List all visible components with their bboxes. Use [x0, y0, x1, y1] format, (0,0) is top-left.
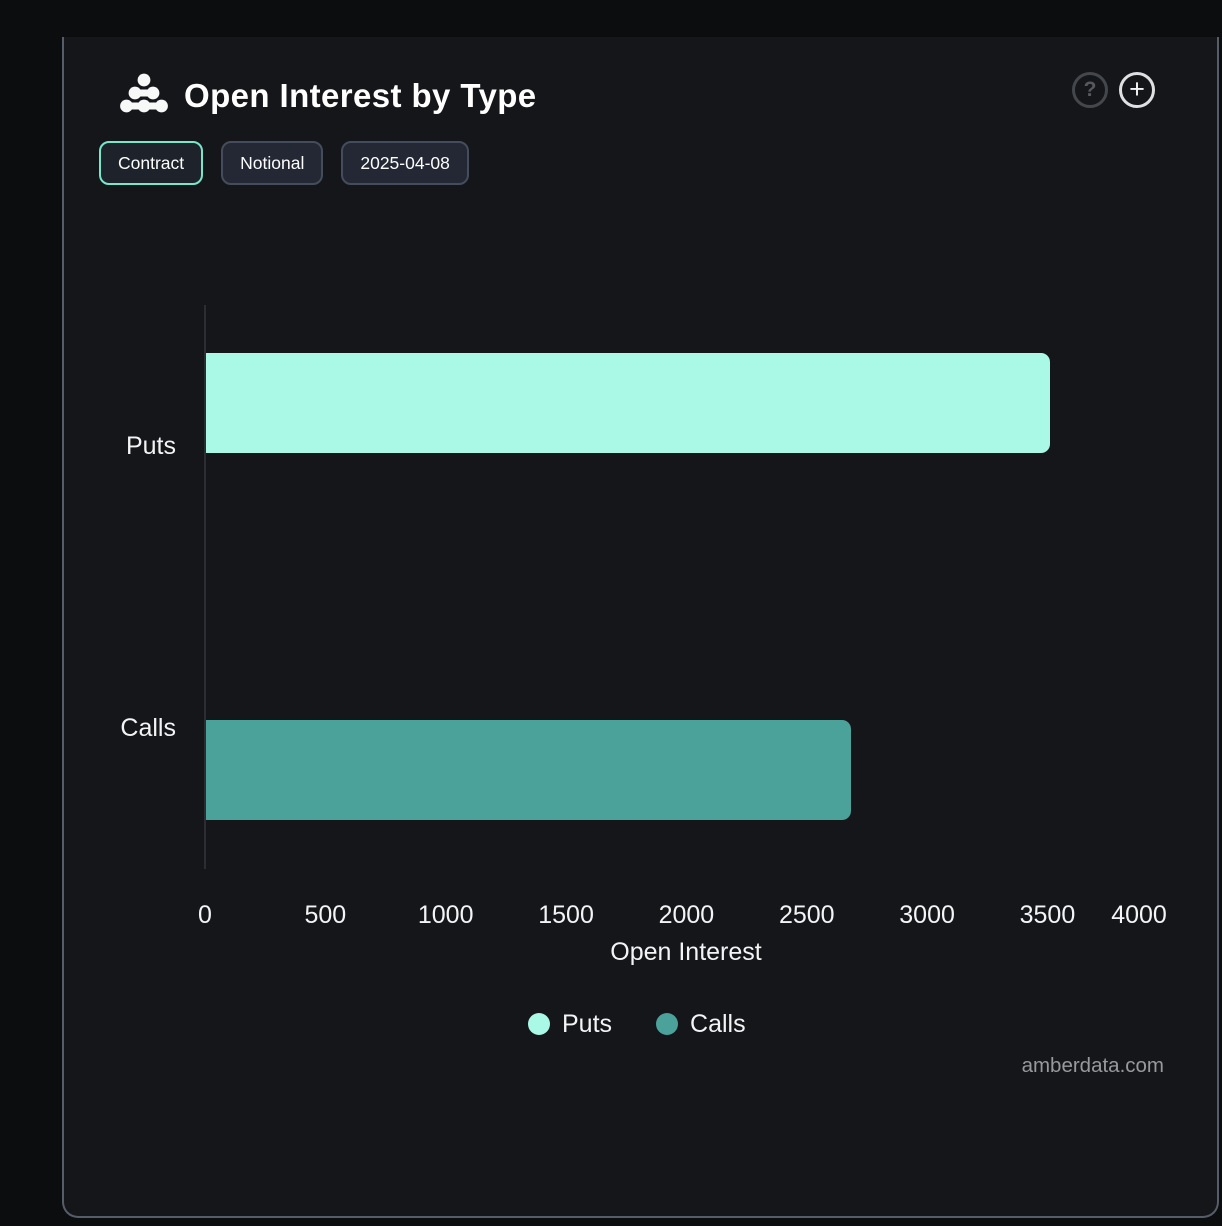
x-tick-3000: 3000 [899, 901, 955, 929]
x-axis-title: Open Interest [610, 938, 762, 966]
question-mark-icon: ? [1083, 78, 1097, 101]
chart-title: Open Interest by Type [184, 77, 537, 114]
help-button[interactable]: ? [1072, 72, 1108, 108]
toggle-notional-button[interactable]: Notional [221, 141, 324, 185]
legend-label-puts: Puts [562, 1010, 613, 1038]
plot-area: Puts Calls [64, 305, 1221, 869]
chart-card: Open Interest by Type ? + Contract Notio… [62, 37, 1219, 1218]
y-axis-line [204, 305, 206, 869]
date-button[interactable]: 2025-04-08 [341, 141, 469, 185]
legend-label-calls: Calls [690, 1010, 746, 1038]
x-tick-500: 500 [304, 901, 347, 929]
x-tick-4000: 4000 [1111, 901, 1167, 929]
x-tick-2000: 2000 [658, 901, 715, 929]
expand-button[interactable]: + [1119, 72, 1155, 108]
x-tick-3500: 3500 [1019, 901, 1076, 929]
amberdata-logo-icon [120, 73, 168, 113]
legend: Puts Calls [528, 1011, 746, 1037]
x-tick-1500: 1500 [538, 901, 594, 929]
toolbar: Contract Notional 2025-04-08 [99, 141, 469, 185]
x-axis-ticks: 0 500 1000 1500 2000 2500 3000 3500 4000 [64, 899, 1221, 931]
x-tick-1000: 1000 [417, 901, 474, 929]
legend-item-calls[interactable]: Calls [656, 1011, 746, 1037]
bar-puts-puts[interactable] [206, 353, 1050, 453]
plus-icon: + [1129, 74, 1145, 104]
legend-swatch-calls [656, 1013, 679, 1035]
watermark: amberdata.com [1021, 1054, 1164, 1077]
legend-swatch-puts [528, 1013, 550, 1035]
legend-item-puts[interactable]: Puts [528, 1011, 612, 1037]
bar-calls-calls[interactable] [206, 720, 851, 820]
toggle-contract-button[interactable]: Contract [99, 141, 204, 185]
category-label-calls: Calls [120, 714, 176, 742]
chart-card-inner: Open Interest by Type ? + Contract Notio… [64, 37, 1217, 1216]
x-tick-0: 0 [198, 901, 212, 929]
x-tick-2500: 2500 [778, 901, 835, 929]
category-label-puts: Puts [125, 432, 176, 460]
